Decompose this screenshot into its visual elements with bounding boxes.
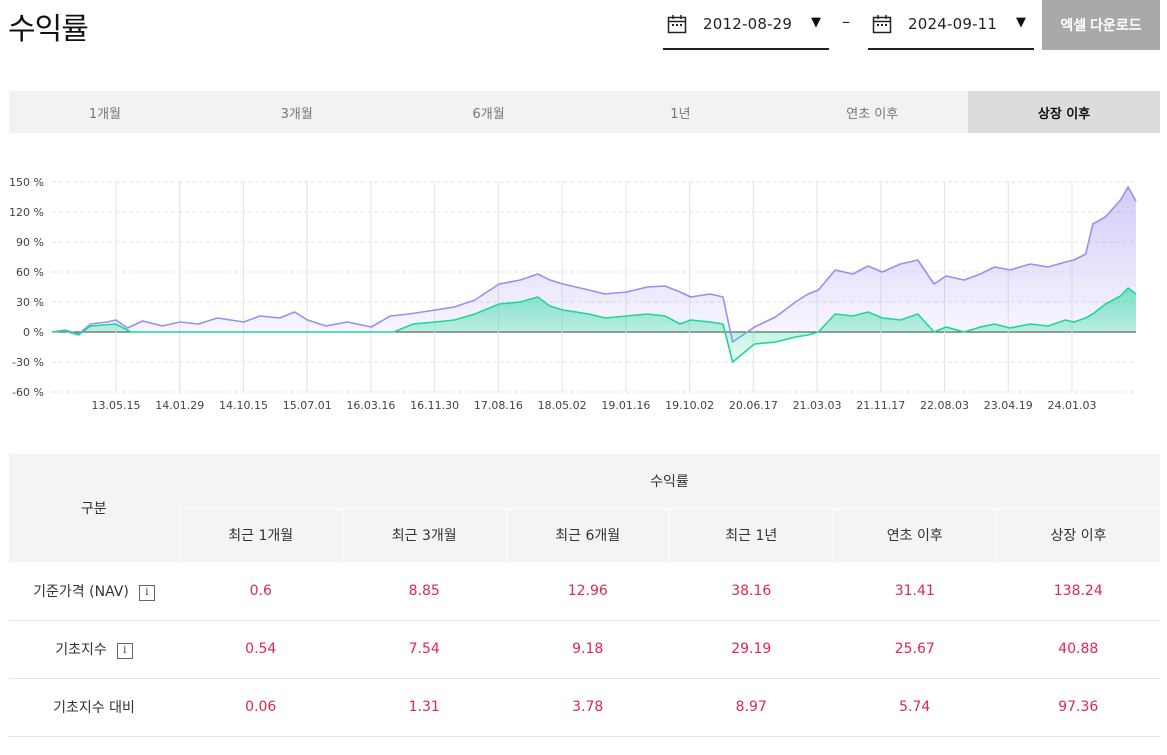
series-1-area [52,187,1136,342]
y-tick-label: -60 % [12,386,44,399]
x-tick-label: 15.07.01 [283,399,332,412]
series-2-line [51,287,1137,363]
row-label-text: 기초지수 [55,642,107,658]
table-cell: 12.96 [506,562,670,621]
y-tick-label: 90 % [16,236,44,249]
table-row: 기초지수 i 0.54 7.54 9.18 29.19 25.67 40.88 [9,620,1160,679]
dropdown-caret-icon[interactable]: ▼ [1016,15,1026,30]
row-label: 기준가격 (NAV) i [9,562,179,621]
column-header: 연초 이후 [832,508,997,562]
table-cell: 31.41 [833,562,997,621]
series-1-line [51,186,1137,343]
returns-table: 구분 수익률 최근 1개월 최근 3개월 최근 6개월 최근 1년 연초 이후 … [9,454,1160,737]
x-tick-label: 23.04.19 [984,399,1033,412]
tab-1-year[interactable]: 1년 [670,106,691,122]
table-cell: 5.74 [833,678,997,737]
end-date-picker[interactable]: 2024-09-11 ▼ [868,0,1034,50]
y-tick-label: -30 % [12,356,44,369]
x-tick-label: 21.03.03 [793,399,842,412]
series-2-area [52,288,1136,362]
table-cell: 0.6 [179,562,343,621]
table-cell: 25.67 [833,620,997,679]
x-tick-label: 21.11.17 [856,399,905,412]
x-tick-label: 14.10.15 [219,399,268,412]
x-tick-label: 14.01.29 [155,399,204,412]
table-cell: 9.18 [506,620,670,679]
dropdown-caret-icon[interactable]: ▼ [811,15,821,30]
page-title: 수익률 [8,12,89,47]
y-tick-label: 120 % [9,206,44,219]
x-tick-label: 22.08.03 [920,399,969,412]
table-cell: 40.88 [996,620,1160,679]
column-header: 최근 1년 [669,508,833,562]
calendar-icon [667,15,687,34]
table-cell: 97.36 [996,678,1160,737]
row-label: 기초지수 대비 [9,678,179,737]
excel-download-button[interactable]: 엑셀 다운로드 [1042,0,1160,50]
period-tabs: 1개월 3개월 6개월 1년 연초 이후 상장 이후 [9,91,1160,133]
start-date-value: 2012-08-29 [703,15,793,33]
info-icon[interactable]: i [116,643,133,659]
y-tick-label: 150 % [9,176,44,189]
y-tick-label: 0 % [23,326,44,339]
table-cell: 8.97 [669,678,833,737]
calendar-icon [872,15,892,34]
info-icon[interactable]: i [138,584,155,601]
group-header: 수익률 [179,454,1160,509]
tab-1-month[interactable]: 1개월 [88,106,122,122]
table-cell: 3.78 [506,678,670,737]
table-row: 기초지수 대비 0.06 1.31 3.78 8.97 5.74 97.36 [9,678,1160,737]
column-header: 상장 이후 [996,508,1160,562]
table-cell: 138.24 [996,562,1160,621]
table-row: 기준가격 (NAV) i 0.6 8.85 12.96 38.16 31.41 1… [9,562,1160,621]
date-separator: – [842,12,850,31]
table-cell: 29.19 [669,620,833,679]
x-tick-label: 16.11.30 [410,399,459,412]
x-tick-label: 20.06.17 [729,399,778,412]
column-header: 최근 3개월 [342,508,506,562]
x-tick-label: 17.08.16 [474,399,523,412]
start-date-picker[interactable]: 2012-08-29 ▼ [663,0,829,50]
x-tick-label: 18.05.02 [538,399,587,412]
table-cell: 1.31 [342,678,506,737]
x-tick-label: 19.01.16 [601,399,650,412]
tab-since-listing[interactable]: 상장 이후 [968,91,1160,133]
table-cell: 8.85 [342,562,506,621]
x-tick-label: 19.10.02 [665,399,714,412]
tab-3-months[interactable]: 3개월 [280,106,313,122]
x-tick-label: 13.05.15 [92,399,141,412]
y-tick-label: 30 % [16,296,44,309]
end-date-value: 2024-09-11 [908,15,998,33]
y-tick-label: 60 % [16,266,44,279]
row-label: 기초지수 i [9,620,179,679]
row-label-text: 기초지수 대비 [53,700,135,716]
x-tick-label: 16.03.16 [346,399,395,412]
x-tick-label: 24.01.03 [1048,399,1097,412]
column-header: 최근 1개월 [178,508,343,562]
row-label-text: 기준가격 (NAV) [33,583,129,600]
returns-chart: 150 % 120 % 90 % 60 % 30 % 0 % -30 % -60 % 13.05… [9,176,1137,412]
table-cell: 7.54 [342,620,506,679]
table-cell: 0.06 [179,678,343,737]
row-header: 구분 [9,454,179,562]
table-cell: 38.16 [669,562,833,621]
column-header: 최근 6개월 [505,508,670,562]
tab-ytd[interactable]: 연초 이후 [846,106,899,122]
tab-6-months[interactable]: 6개월 [472,106,505,122]
table-cell: 0.54 [179,620,343,679]
